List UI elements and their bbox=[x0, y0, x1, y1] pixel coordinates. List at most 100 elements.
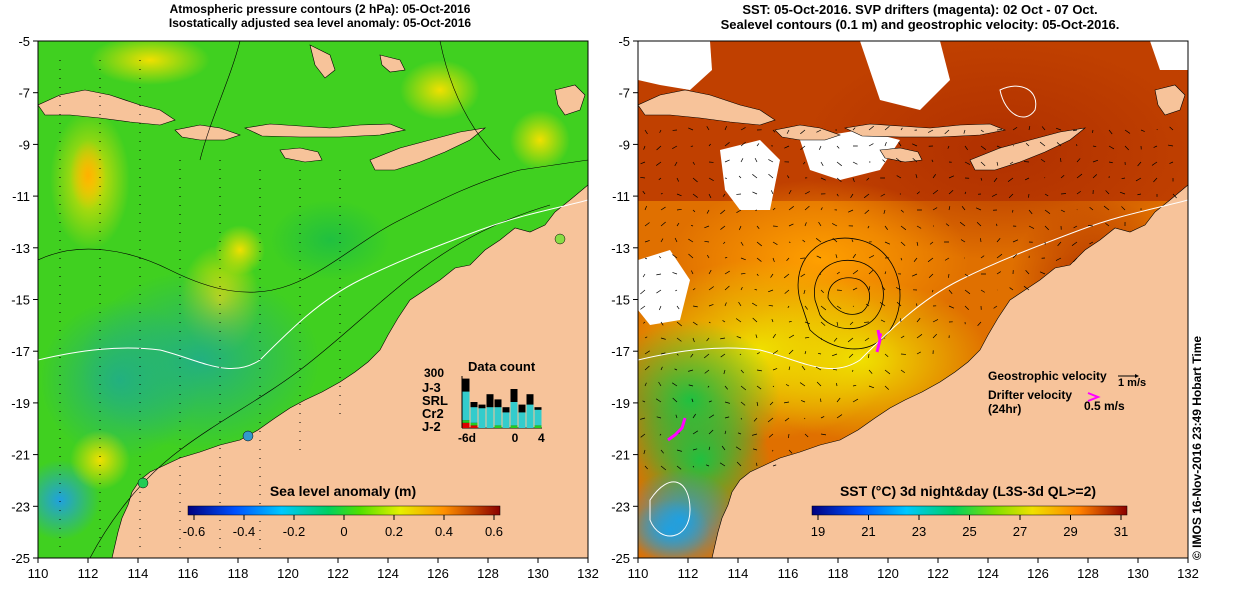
right-title-line2: Sealevel contours (0.1 m) and geostrophi… bbox=[720, 17, 1120, 32]
histogram-bar-srl bbox=[502, 412, 510, 428]
histogram-bar-srl bbox=[462, 391, 470, 421]
left-lon-tick-label: 114 bbox=[128, 566, 149, 581]
sla-colorbar-tick: -0.6 bbox=[183, 524, 205, 539]
left-lat-tick-label: -23 bbox=[11, 499, 30, 514]
histogram-bar-j-2 bbox=[462, 422, 470, 428]
left-lat-tick-label: -5 bbox=[18, 34, 30, 49]
histogram-bar-srl bbox=[510, 402, 518, 426]
histogram-legend-j-3: J-3 bbox=[422, 380, 441, 395]
left-lon-tick-label: 122 bbox=[327, 566, 349, 581]
right-map: Geostrophic velocity 1 m/s Drifter veloc… bbox=[638, 41, 1188, 558]
left-lon-tick-label: 130 bbox=[527, 566, 549, 581]
right-lat-tick-label: -13 bbox=[611, 241, 630, 256]
sst-colorbar-tick: 27 bbox=[1013, 524, 1027, 539]
right-lat-tick-label: -23 bbox=[611, 499, 630, 514]
right-lat-tick-label: -7 bbox=[618, 86, 630, 101]
left-lat-tick-label: -13 bbox=[11, 241, 30, 256]
histogram-bar-srl bbox=[534, 409, 542, 426]
left-lon-tick-label: 126 bbox=[427, 566, 449, 581]
sst-colorbar-tick: 19 bbox=[811, 524, 825, 539]
geostrophic-velocity-label: Geostrophic velocity bbox=[988, 369, 1107, 383]
left-lon-tick-label: 112 bbox=[78, 566, 99, 581]
left-lon-tick-label: 128 bbox=[477, 566, 499, 581]
right-lon-tick-label: 128 bbox=[1077, 566, 1099, 581]
sst-colorbar-tick: 21 bbox=[861, 524, 875, 539]
left-lat-tick-label: -9 bbox=[18, 137, 30, 152]
drifter-track bbox=[875, 329, 882, 353]
right-lon-tick-label: 116 bbox=[778, 566, 799, 581]
australia-land bbox=[111, 184, 588, 558]
histogram-legend-srl: SRL bbox=[422, 393, 448, 408]
histogram-bar-cr2 bbox=[494, 425, 502, 428]
histogram-legend-cr2: Cr2 bbox=[422, 406, 444, 421]
left-lon-tick-label: 124 bbox=[377, 566, 399, 581]
left-title-line1: Atmospheric pressure contours (2 hPa): 0… bbox=[169, 2, 471, 16]
left-lat-tick-label: -11 bbox=[12, 189, 30, 204]
right-map-axes: 110 112 114 116 118 120 122 124 126 128 130 132 -5 -7… bbox=[611, 34, 1199, 581]
sla-colorbar-tick: 0 bbox=[340, 524, 347, 539]
right-lat-tick-label: -5 bbox=[618, 34, 630, 49]
right-lat-tick-label: -19 bbox=[611, 396, 630, 411]
sla-colorbar: Sea level anomaly (m) -0.6 -0.4 -0.2 0 0.2 0.… bbox=[183, 483, 503, 539]
left-lon-tick-label: 120 bbox=[277, 566, 299, 581]
right-lon-tick-label: 132 bbox=[1177, 566, 1199, 581]
right-map-title: SST: 05-Oct-2016. SVP drifters (magenta)… bbox=[640, 2, 1200, 32]
sla-colorbar-title: Sea level anomaly (m) bbox=[270, 483, 416, 499]
histogram-x-label: 4 bbox=[538, 431, 545, 445]
sst-colorbar: SST (°C) 3d night&day (L3S-3d QL>=2) 19 2… bbox=[811, 483, 1128, 539]
sla-colorbar-tick: 0.2 bbox=[385, 524, 403, 539]
histogram-bar-cr2 bbox=[470, 422, 478, 426]
histogram-bar-srl bbox=[518, 412, 526, 428]
right-lon-tick-label: 124 bbox=[977, 566, 999, 581]
sst-colorbar-tick: 25 bbox=[962, 524, 976, 539]
sst-colorbar-tick: 23 bbox=[912, 524, 926, 539]
imos-watermark: © IMOS 16-Nov-2016 23:49 Hobart Time bbox=[1190, 335, 1204, 560]
right-lat-tick-label: -25 bbox=[611, 551, 630, 566]
drifter-velocity-label: Drifter velocity bbox=[988, 388, 1072, 402]
right-lon-tick-label: 122 bbox=[927, 566, 949, 581]
histogram-legend-j-2: J-2 bbox=[422, 419, 441, 434]
right-lon-tick-label: 110 bbox=[628, 566, 649, 581]
sla-colorbar-tick: -0.2 bbox=[283, 524, 305, 539]
sla-colorbar-tick: 0.4 bbox=[435, 524, 453, 539]
histogram-bar-srl bbox=[494, 407, 502, 426]
right-lat-tick-label: -9 bbox=[618, 137, 630, 152]
left-lat-tick-label: -19 bbox=[11, 396, 30, 411]
right-title-line1: SST: 05-Oct-2016. SVP drifters (magenta)… bbox=[742, 2, 1098, 17]
left-title-line2: Isostatically adjusted sea level anomaly… bbox=[168, 16, 472, 30]
left-lon-tick-label: 118 bbox=[228, 566, 249, 581]
left-lat-tick-label: -15 bbox=[11, 293, 30, 308]
histogram-bar-cr2 bbox=[462, 420, 470, 423]
histogram-bar-cr2 bbox=[534, 425, 542, 428]
right-lon-tick-label: 120 bbox=[877, 566, 899, 581]
right-lon-tick-label: 118 bbox=[828, 566, 849, 581]
histogram-bar-srl bbox=[478, 408, 486, 428]
histogram-title: Data count bbox=[468, 359, 536, 374]
drifter-scale-label: 0.5 m/s bbox=[1084, 399, 1125, 413]
drifter-track bbox=[667, 417, 687, 442]
left-lon-tick-label: 116 bbox=[178, 566, 199, 581]
histogram-bar-srl bbox=[486, 407, 494, 428]
histogram-bar-srl bbox=[526, 404, 534, 428]
histogram-ymax-label: 300 bbox=[424, 366, 444, 380]
histogram-bar-srl bbox=[470, 407, 478, 423]
left-lat-tick-label: -25 bbox=[11, 551, 30, 566]
histogram-bar-j-2 bbox=[470, 425, 478, 428]
sst-colorbar-tick: 31 bbox=[1114, 524, 1128, 539]
geostrophic-velocity-field bbox=[640, 125, 1177, 471]
sla-colorbar-tick: 0.6 bbox=[485, 524, 503, 539]
sst-colorbar-tick: 29 bbox=[1063, 524, 1077, 539]
right-lat-tick-label: -15 bbox=[611, 293, 630, 308]
right-lon-tick-label: 112 bbox=[678, 566, 699, 581]
right-lon-tick-label: 114 bbox=[728, 566, 749, 581]
histogram-bar-cr2 bbox=[510, 425, 518, 428]
left-lat-tick-label: -7 bbox=[18, 86, 30, 101]
left-lon-tick-label: 110 bbox=[28, 566, 49, 581]
histogram-x-label: -6d bbox=[458, 431, 476, 445]
right-lon-tick-label: 130 bbox=[1127, 566, 1149, 581]
right-lat-tick-label: -17 bbox=[611, 344, 630, 359]
drifter-arrow-icon bbox=[1087, 392, 1101, 402]
